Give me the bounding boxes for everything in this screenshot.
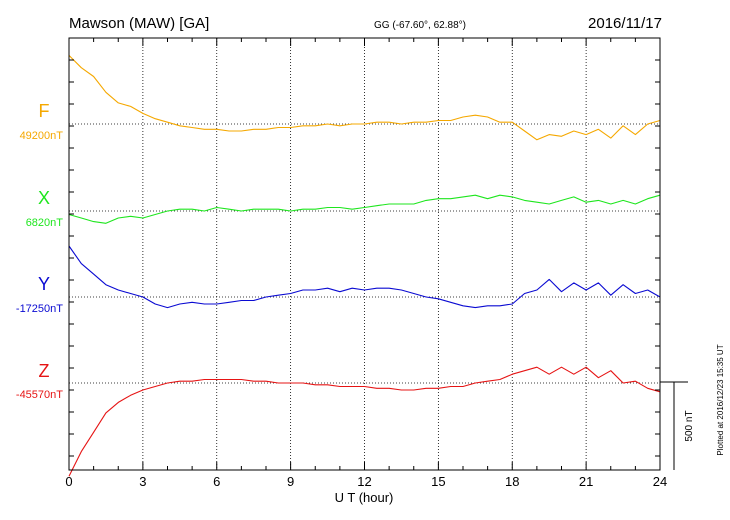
x-axis-label: U T (hour) [335,490,394,505]
series-line-X [68,194,661,224]
ticks [68,37,661,470]
x-tick-label: 0 [65,474,72,489]
series-line-Z [68,366,661,477]
baselines [69,123,660,384]
baseline-label-X: 6820nT [26,217,64,229]
x-tick-label: 9 [287,474,294,489]
baseline-label-F: 49200nT [20,130,64,142]
x-tick-label: 12 [357,474,371,489]
x-tick-label: 24 [653,474,667,489]
series-labels: F 49200nT X 6820nT Y -17250nT Z -45570nT [16,101,63,401]
station-coordinates: GG (-67.60°, 62.88°) [374,20,466,31]
grid [142,38,587,470]
scale-bar-label: 500 nT [684,410,695,441]
series-line-F [68,55,661,141]
x-tick-labels: 0 3 6 9 12 15 18 21 24 [65,474,667,489]
x-tick-label: 18 [505,474,519,489]
chart-date: 2016/11/17 [588,15,662,32]
chart-title: Mawson (MAW) [GA] [69,15,209,32]
baseline-label-Z: -45570nT [16,389,63,401]
x-tick-label: 21 [579,474,593,489]
series-line-Y [68,245,661,309]
series-name-Y: Y [38,274,50,294]
series-name-X: X [38,188,50,208]
x-tick-label: 3 [139,474,146,489]
baseline-label-Y: -17250nT [16,303,63,315]
plot-timestamp: Plotted at 2016/12/23 15:35 UT [716,344,725,455]
series-group [68,55,661,477]
x-tick-label: 6 [213,474,220,489]
series-name-Z: Z [39,361,50,381]
series-name-F: F [39,101,50,121]
x-tick-label: 15 [431,474,445,489]
